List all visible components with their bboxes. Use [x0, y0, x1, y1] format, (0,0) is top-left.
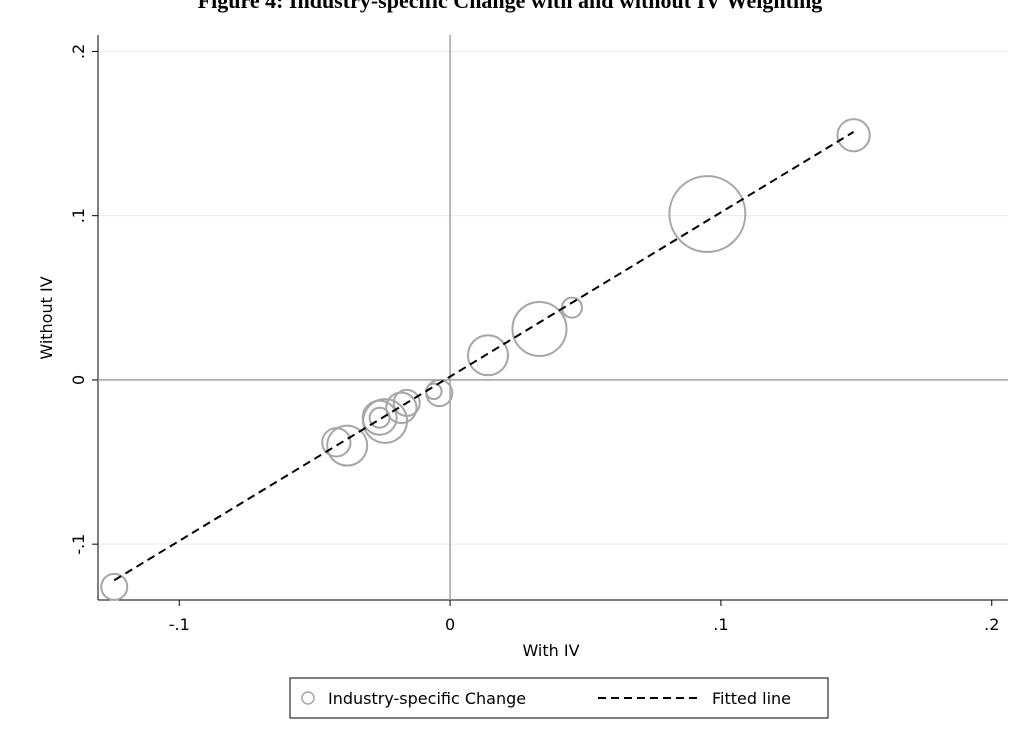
legend-symbol	[301, 691, 315, 705]
y-tick-label: 0	[69, 375, 88, 385]
chart-title: Figure 4: Industry-specific Change with …	[198, 0, 823, 13]
bubble	[326, 424, 369, 467]
y-axis-label: Without IV	[37, 276, 56, 359]
x-tick-label: .2	[984, 615, 999, 634]
bubble	[425, 379, 454, 408]
bubble	[836, 118, 871, 153]
legend-box	[289, 677, 829, 719]
bubble	[467, 334, 509, 377]
x-axis-label: With IV	[522, 641, 579, 660]
bubble	[392, 388, 421, 417]
legend-label: Industry-specific Change	[328, 689, 526, 708]
y-tick-label: .2	[69, 44, 88, 59]
bubble	[385, 391, 418, 425]
x-tick-label: -.1	[169, 615, 190, 634]
x-tick-label: .1	[713, 615, 728, 634]
bubble	[100, 572, 129, 601]
legend-label: Fitted line	[712, 689, 791, 708]
plot-area	[98, 35, 1008, 600]
bubble	[668, 175, 747, 253]
bubble	[511, 300, 568, 358]
y-tick-label: -.1	[69, 534, 88, 555]
bubble	[361, 399, 398, 436]
fitted-line	[113, 131, 855, 582]
y-tick-label: .1	[69, 208, 88, 223]
x-tick-label: 0	[445, 615, 455, 634]
